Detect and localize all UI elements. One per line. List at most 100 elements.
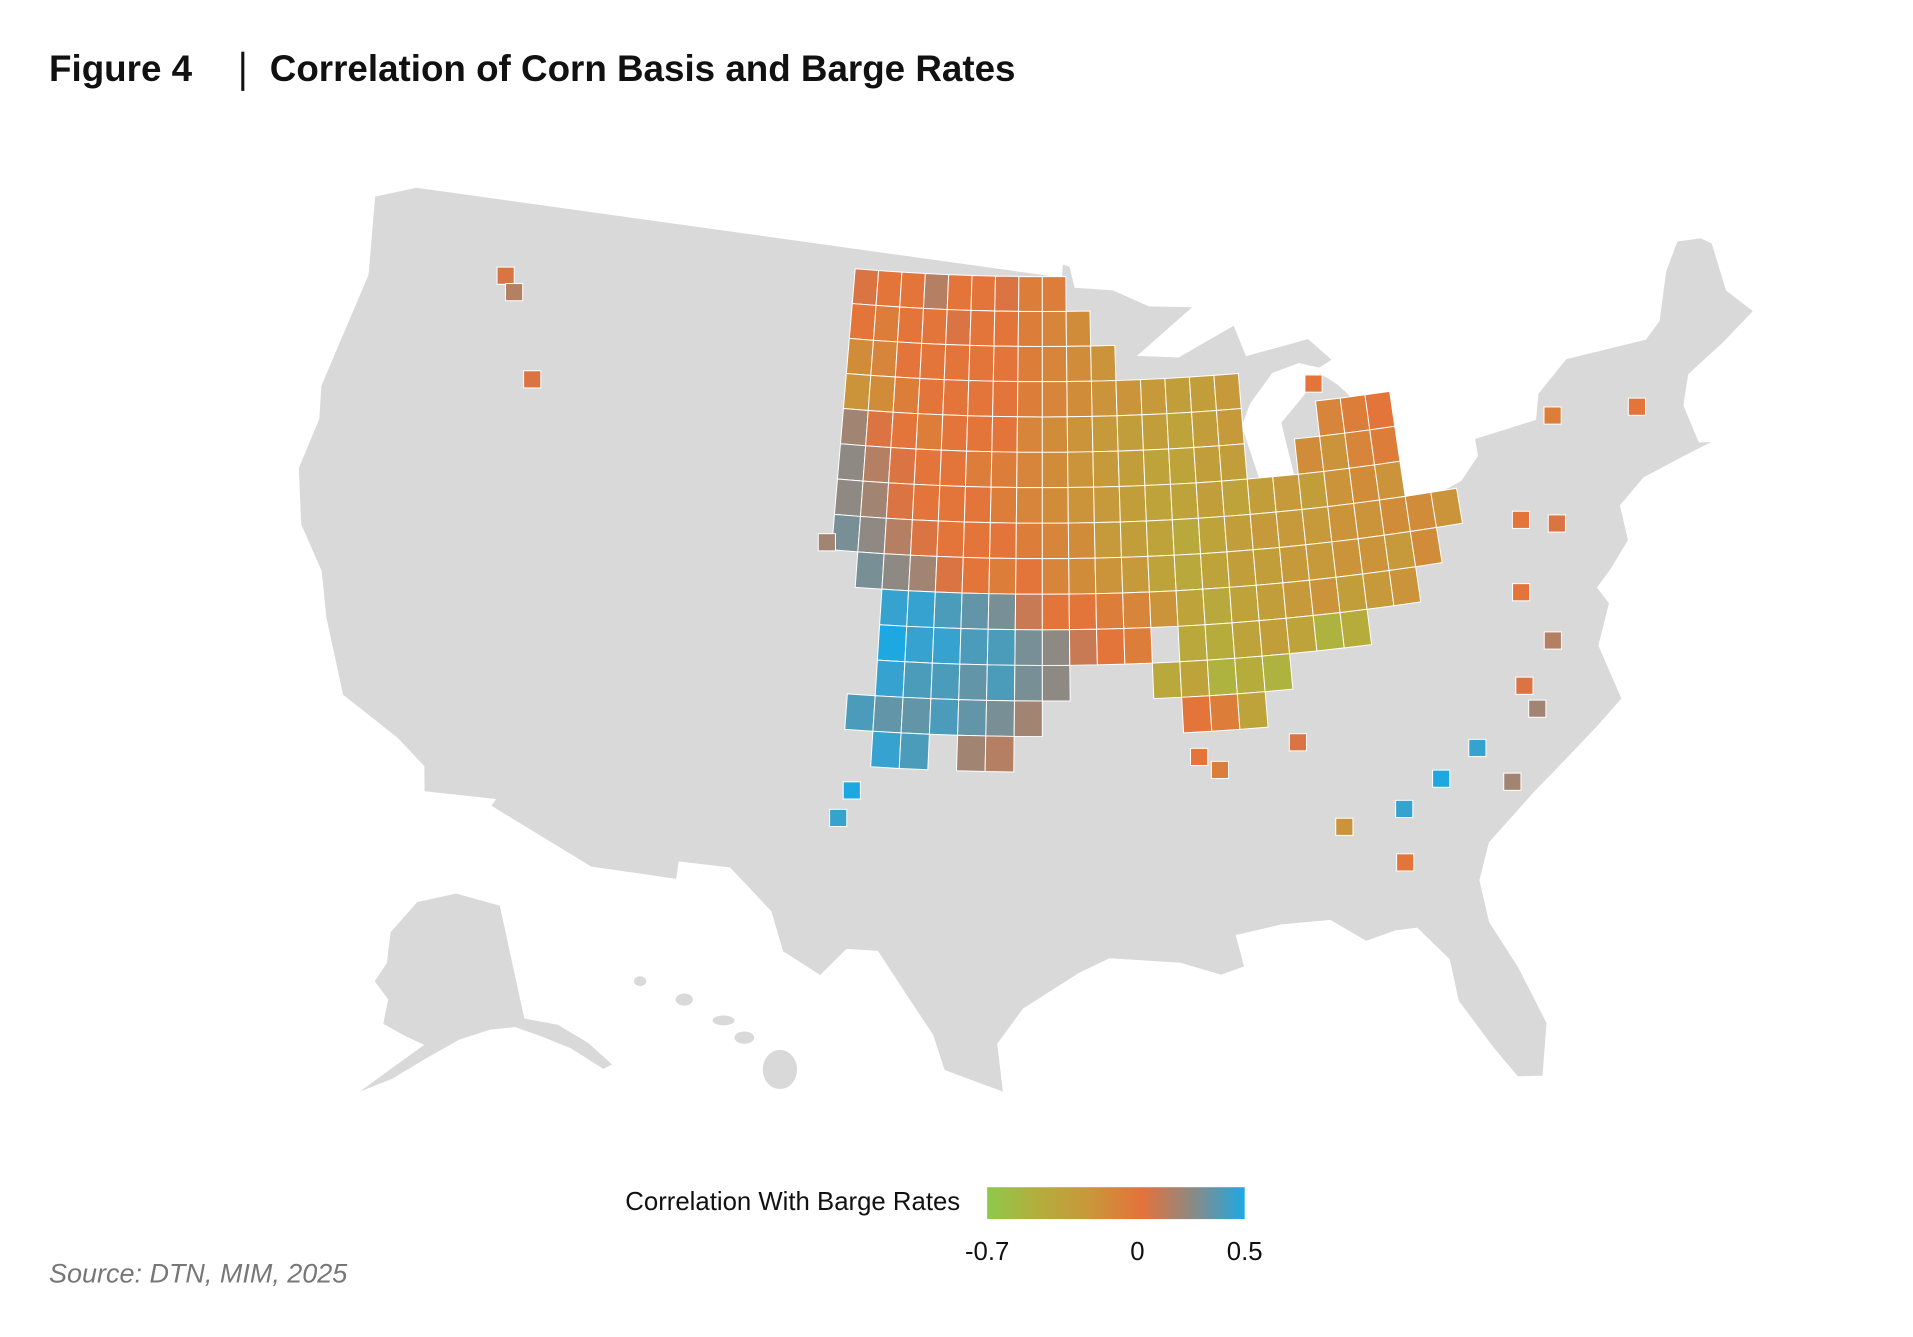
county xyxy=(844,693,876,732)
county xyxy=(1432,769,1451,788)
county xyxy=(1308,576,1341,617)
legend-title: Correlation With Barge Rates xyxy=(625,1188,960,1216)
county xyxy=(1093,486,1121,524)
county xyxy=(1215,408,1245,447)
chart-title: Correlation of Corn Basis and Barge Rate… xyxy=(270,48,1016,89)
county xyxy=(888,447,917,485)
county xyxy=(1315,397,1346,437)
county xyxy=(1228,584,1260,624)
county xyxy=(1236,691,1269,730)
county xyxy=(1041,522,1070,560)
county xyxy=(1041,345,1068,383)
county xyxy=(1468,738,1487,758)
county xyxy=(1094,556,1124,595)
county xyxy=(1204,622,1236,661)
county xyxy=(857,515,887,555)
county xyxy=(1430,487,1464,529)
legend-tick-label: 0 xyxy=(1130,1238,1144,1266)
county xyxy=(1123,627,1153,665)
county xyxy=(967,380,994,417)
legend: Correlation With Barge Rates -0.7 0 0.5 xyxy=(625,1187,1263,1266)
county xyxy=(1331,538,1364,578)
county xyxy=(908,554,938,593)
county xyxy=(1221,478,1251,517)
county xyxy=(946,274,973,311)
county xyxy=(859,480,890,519)
county xyxy=(1014,629,1043,666)
county xyxy=(1179,659,1211,698)
county xyxy=(964,450,993,488)
county xyxy=(1168,447,1197,485)
county xyxy=(1090,344,1117,382)
county xyxy=(1197,515,1228,555)
county xyxy=(1175,588,1206,627)
county xyxy=(1141,413,1170,451)
county xyxy=(986,664,1016,702)
county xyxy=(836,443,867,482)
county xyxy=(1177,624,1208,663)
county xyxy=(1252,546,1284,586)
county xyxy=(1357,534,1390,575)
island xyxy=(762,1049,798,1090)
hawaii xyxy=(633,976,798,1090)
county xyxy=(1095,592,1125,630)
county xyxy=(1067,522,1096,559)
legend-colorbar xyxy=(987,1187,1245,1220)
county xyxy=(1015,522,1043,560)
county xyxy=(872,695,904,734)
county xyxy=(921,307,948,346)
county xyxy=(991,415,1018,453)
county xyxy=(1275,508,1307,549)
island xyxy=(734,1031,755,1044)
county xyxy=(906,590,936,629)
county xyxy=(1066,380,1093,418)
county xyxy=(937,485,966,523)
county xyxy=(1142,448,1172,487)
county xyxy=(1195,480,1225,519)
county xyxy=(1297,470,1329,510)
county xyxy=(1339,608,1373,649)
county xyxy=(1353,499,1385,540)
county xyxy=(1193,445,1223,484)
legend-tick-label: -0.7 xyxy=(965,1238,1009,1266)
county xyxy=(899,271,926,309)
county xyxy=(1396,853,1415,872)
county xyxy=(1190,747,1209,767)
county xyxy=(896,306,925,344)
county xyxy=(913,448,942,487)
county xyxy=(931,627,962,665)
county xyxy=(994,275,1020,312)
county xyxy=(879,588,910,627)
county xyxy=(961,556,991,595)
county xyxy=(1015,487,1043,524)
county xyxy=(1255,582,1287,622)
county xyxy=(1181,695,1213,734)
island xyxy=(675,993,693,1006)
county xyxy=(968,344,995,382)
county xyxy=(985,699,1015,737)
county xyxy=(1210,760,1230,779)
county xyxy=(1096,628,1126,666)
county xyxy=(989,486,1018,524)
county xyxy=(1231,620,1263,659)
county xyxy=(1119,520,1149,558)
county xyxy=(1116,414,1144,452)
county xyxy=(1017,345,1043,383)
county xyxy=(1169,482,1199,521)
county xyxy=(1323,467,1355,508)
county xyxy=(1068,628,1098,666)
county xyxy=(960,592,990,630)
county xyxy=(1041,629,1071,666)
county xyxy=(845,337,875,376)
county xyxy=(963,486,992,524)
county xyxy=(829,808,848,828)
county xyxy=(865,409,894,449)
county xyxy=(1511,510,1531,529)
county xyxy=(1301,506,1333,546)
county xyxy=(867,374,896,413)
island xyxy=(712,1015,735,1026)
county xyxy=(990,451,1018,488)
legend-tick-label: 0.5 xyxy=(1227,1238,1263,1266)
county xyxy=(1041,558,1070,595)
county xyxy=(957,699,988,737)
